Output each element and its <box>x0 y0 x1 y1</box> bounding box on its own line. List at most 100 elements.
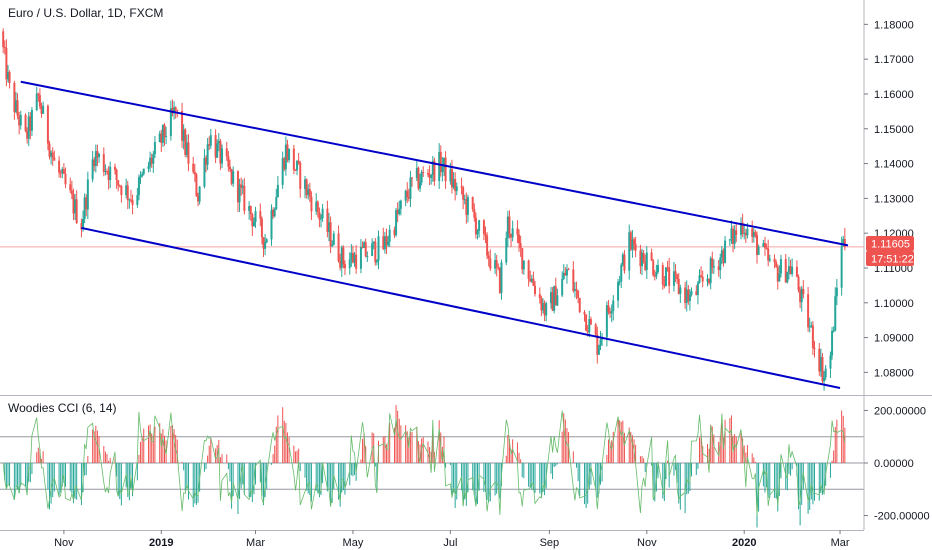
candle-body[interactable] <box>382 236 385 250</box>
candle-body[interactable] <box>83 197 86 219</box>
candle-body[interactable] <box>326 208 329 232</box>
candle-body[interactable] <box>109 166 112 181</box>
candle-body[interactable] <box>219 140 222 164</box>
candle-body[interactable] <box>577 290 580 298</box>
candle-body[interactable] <box>476 230 479 235</box>
candle-body[interactable] <box>355 254 358 269</box>
candle-body[interactable] <box>724 240 727 264</box>
candle-body[interactable] <box>72 194 75 214</box>
candle-body[interactable] <box>262 237 265 249</box>
candle-body[interactable] <box>192 163 195 172</box>
candle-body[interactable] <box>260 218 263 238</box>
candle-body[interactable] <box>441 166 444 173</box>
candle-body[interactable] <box>359 247 362 269</box>
candle-body[interactable] <box>545 303 548 316</box>
candle-body[interactable] <box>292 148 295 171</box>
candle-body[interactable] <box>69 184 72 191</box>
candle-body[interactable] <box>813 347 816 349</box>
candle-body[interactable] <box>623 254 626 271</box>
candle-body[interactable] <box>621 254 624 265</box>
candle-body[interactable] <box>565 269 568 276</box>
candle-body[interactable] <box>599 339 602 346</box>
candle-body[interactable] <box>372 241 375 244</box>
candle-body[interactable] <box>821 357 824 382</box>
candle-body[interactable] <box>575 288 578 291</box>
candle-body[interactable] <box>198 186 201 202</box>
candle-body[interactable] <box>59 172 62 174</box>
candle-body[interactable] <box>248 205 251 211</box>
candle-body[interactable] <box>251 214 254 227</box>
candle-body[interactable] <box>641 252 644 267</box>
candle-body[interactable] <box>136 195 139 205</box>
candle-body[interactable] <box>639 250 642 267</box>
candle-body[interactable] <box>534 285 537 295</box>
candle-body[interactable] <box>161 124 164 143</box>
candle-body[interactable] <box>442 157 445 167</box>
candle-body[interactable] <box>118 185 121 187</box>
candle-body[interactable] <box>612 300 615 311</box>
candle-body[interactable] <box>284 144 287 170</box>
candle-body[interactable] <box>478 220 481 231</box>
candle-body[interactable] <box>690 291 693 295</box>
candle-body[interactable] <box>484 233 487 236</box>
candle-body[interactable] <box>465 199 468 215</box>
candle-body[interactable] <box>259 211 262 219</box>
candle-body[interactable] <box>538 294 541 299</box>
candle-body[interactable] <box>439 151 442 173</box>
candle-body[interactable] <box>214 135 217 158</box>
candle-body[interactable] <box>387 241 390 246</box>
candle-body[interactable] <box>645 252 648 270</box>
candle-body[interactable] <box>107 171 110 181</box>
candle-body[interactable] <box>832 330 835 332</box>
candle-body[interactable] <box>835 287 838 297</box>
candle-body[interactable] <box>417 167 420 189</box>
candle-body[interactable] <box>730 228 733 240</box>
candle-body[interactable] <box>117 180 120 186</box>
candle-body[interactable] <box>106 171 109 173</box>
candle-body[interactable] <box>831 330 834 356</box>
candle-body[interactable] <box>5 47 8 80</box>
candle-body[interactable] <box>735 230 738 235</box>
candle-body[interactable] <box>228 166 231 170</box>
candle-body[interactable] <box>510 233 513 238</box>
candle-body[interactable] <box>411 177 414 179</box>
candle-body[interactable] <box>824 368 827 378</box>
candle-body[interactable] <box>741 222 744 234</box>
candle-body[interactable] <box>104 171 107 173</box>
candle-body[interactable] <box>203 157 206 187</box>
candle-body[interactable] <box>216 143 219 158</box>
candle-body[interactable] <box>308 189 311 197</box>
candle-body[interactable] <box>768 258 771 261</box>
candle-body[interactable] <box>495 260 498 268</box>
candle-body[interactable] <box>415 167 418 179</box>
candle-body[interactable] <box>843 239 846 247</box>
candle-body[interactable] <box>98 154 101 158</box>
candle-body[interactable] <box>661 265 664 285</box>
candle-body[interactable] <box>450 169 453 188</box>
candle-body[interactable] <box>754 232 757 236</box>
candle-body[interactable] <box>553 286 556 311</box>
candle-body[interactable] <box>506 216 509 239</box>
candle-body[interactable] <box>449 169 452 182</box>
candle-body[interactable] <box>706 278 709 282</box>
candle-body[interactable] <box>422 172 425 174</box>
candle-body[interactable] <box>275 197 278 210</box>
candle-body[interactable] <box>522 260 525 270</box>
candle-body[interactable] <box>720 250 723 258</box>
candle-body[interactable] <box>163 124 166 138</box>
candle-body[interactable] <box>698 275 701 283</box>
candle-body[interactable] <box>165 136 168 138</box>
candle-body[interactable] <box>74 199 77 214</box>
cci-pane[interactable] <box>0 405 864 528</box>
candle-body[interactable] <box>147 166 150 169</box>
candle-body[interactable] <box>96 151 99 158</box>
candle-body[interactable] <box>46 105 49 144</box>
candle-body[interactable] <box>51 152 54 158</box>
candle-body[interactable] <box>473 209 476 218</box>
candle-body[interactable] <box>688 294 691 302</box>
candle-body[interactable] <box>685 289 688 303</box>
candle-body[interactable] <box>115 169 118 181</box>
candle-body[interactable] <box>332 233 335 245</box>
candle-body[interactable] <box>687 289 690 302</box>
candle-body[interactable] <box>142 168 145 175</box>
